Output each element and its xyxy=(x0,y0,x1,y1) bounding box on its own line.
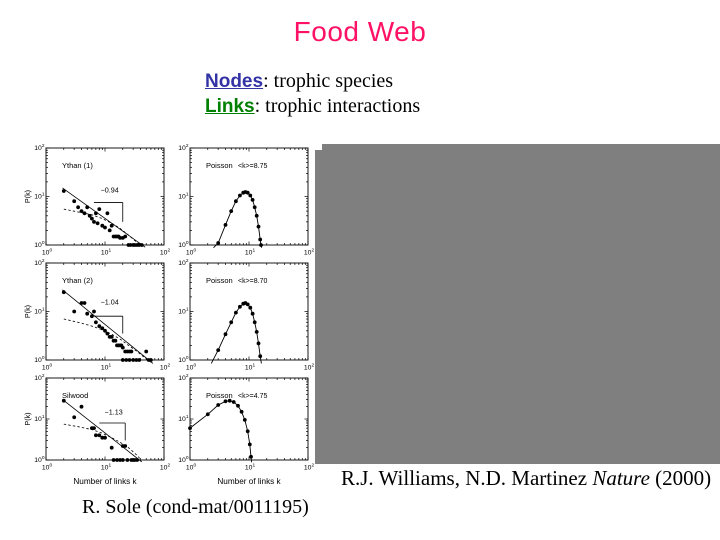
links-definition-text: : trophic interactions xyxy=(254,95,421,117)
svg-text:102: 102 xyxy=(178,258,189,267)
svg-text:<k>=8.70: <k>=8.70 xyxy=(238,278,267,285)
svg-text:Poisson: Poisson xyxy=(206,391,233,400)
svg-text:101: 101 xyxy=(34,414,45,423)
svg-text:102: 102 xyxy=(34,258,45,267)
svg-text:101: 101 xyxy=(101,248,112,257)
svg-text:<k>=8.75: <k>=8.75 xyxy=(238,163,267,170)
svg-text:102: 102 xyxy=(304,248,315,257)
svg-text:−0.94: −0.94 xyxy=(101,186,119,195)
svg-text:<k>=4.75: <k>=4.75 xyxy=(238,393,267,400)
svg-text:102: 102 xyxy=(160,463,171,472)
svg-text:Ythan (2): Ythan (2) xyxy=(62,276,93,285)
links-term: Links xyxy=(205,96,255,117)
gray-placeholder-notch xyxy=(315,150,323,464)
svg-text:−1.04: −1.04 xyxy=(101,297,119,306)
svg-text:101: 101 xyxy=(101,363,112,372)
svg-text:Number of links k: Number of links k xyxy=(73,477,137,486)
svg-text:−1.13: −1.13 xyxy=(105,407,123,416)
svg-text:101: 101 xyxy=(34,192,45,201)
gray-placeholder-box xyxy=(322,144,720,464)
svg-text:100: 100 xyxy=(42,248,53,257)
svg-text:100: 100 xyxy=(186,363,197,372)
svg-text:101: 101 xyxy=(178,192,189,201)
svg-text:100: 100 xyxy=(178,455,189,464)
svg-text:Poisson: Poisson xyxy=(206,161,233,170)
svg-text:101: 101 xyxy=(101,463,112,472)
svg-text:101: 101 xyxy=(245,363,256,372)
svg-text:100: 100 xyxy=(34,355,45,364)
svg-text:102: 102 xyxy=(304,463,315,472)
svg-text:100: 100 xyxy=(178,240,189,249)
nodes-term: Nodes xyxy=(205,71,264,92)
svg-text:100: 100 xyxy=(34,240,45,249)
svg-text:P(k): P(k) xyxy=(23,412,32,425)
svg-text:101: 101 xyxy=(245,248,256,257)
svg-text:100: 100 xyxy=(186,248,197,257)
nodes-definition-text: : trophic species xyxy=(263,70,394,92)
svg-text:102: 102 xyxy=(34,373,45,382)
svg-text:102: 102 xyxy=(178,373,189,382)
svg-text:100: 100 xyxy=(178,355,189,364)
definition-nodes: Nodes: trophic species xyxy=(205,69,420,94)
svg-text:102: 102 xyxy=(34,143,45,152)
svg-text:102: 102 xyxy=(304,363,315,372)
svg-text:Number of links k: Number of links k xyxy=(217,477,281,486)
svg-text:101: 101 xyxy=(245,463,256,472)
svg-text:101: 101 xyxy=(178,414,189,423)
svg-text:100: 100 xyxy=(34,455,45,464)
citation-sole: R. Sole (cond-mat/0011195) xyxy=(82,496,309,518)
citation-williams-pre: R.J. Williams, N.D. Martinez xyxy=(341,466,593,490)
svg-text:P(k): P(k) xyxy=(23,190,32,203)
definitions-block: Nodes: trophic species Links: trophic in… xyxy=(205,69,420,119)
svg-text:100: 100 xyxy=(42,463,53,472)
svg-text:100: 100 xyxy=(42,363,53,372)
svg-text:100: 100 xyxy=(186,463,197,472)
svg-text:102: 102 xyxy=(160,248,171,257)
svg-text:Silwood: Silwood xyxy=(62,391,88,400)
definition-links: Links: trophic interactions xyxy=(205,94,420,119)
svg-text:Ythan (1): Ythan (1) xyxy=(62,161,93,170)
page-title: Food Web xyxy=(293,16,427,47)
svg-text:102: 102 xyxy=(178,143,189,152)
citation-williams: R.J. Williams, N.D. Martinez Nature (200… xyxy=(341,466,711,491)
svg-text:101: 101 xyxy=(34,307,45,316)
citation-williams-post: (2000) xyxy=(649,466,712,490)
citation-williams-journal: Nature xyxy=(592,466,650,490)
svg-text:101: 101 xyxy=(178,307,189,316)
svg-text:P(k): P(k) xyxy=(23,305,32,318)
svg-text:Poisson: Poisson xyxy=(206,276,233,285)
svg-text:102: 102 xyxy=(160,363,171,372)
